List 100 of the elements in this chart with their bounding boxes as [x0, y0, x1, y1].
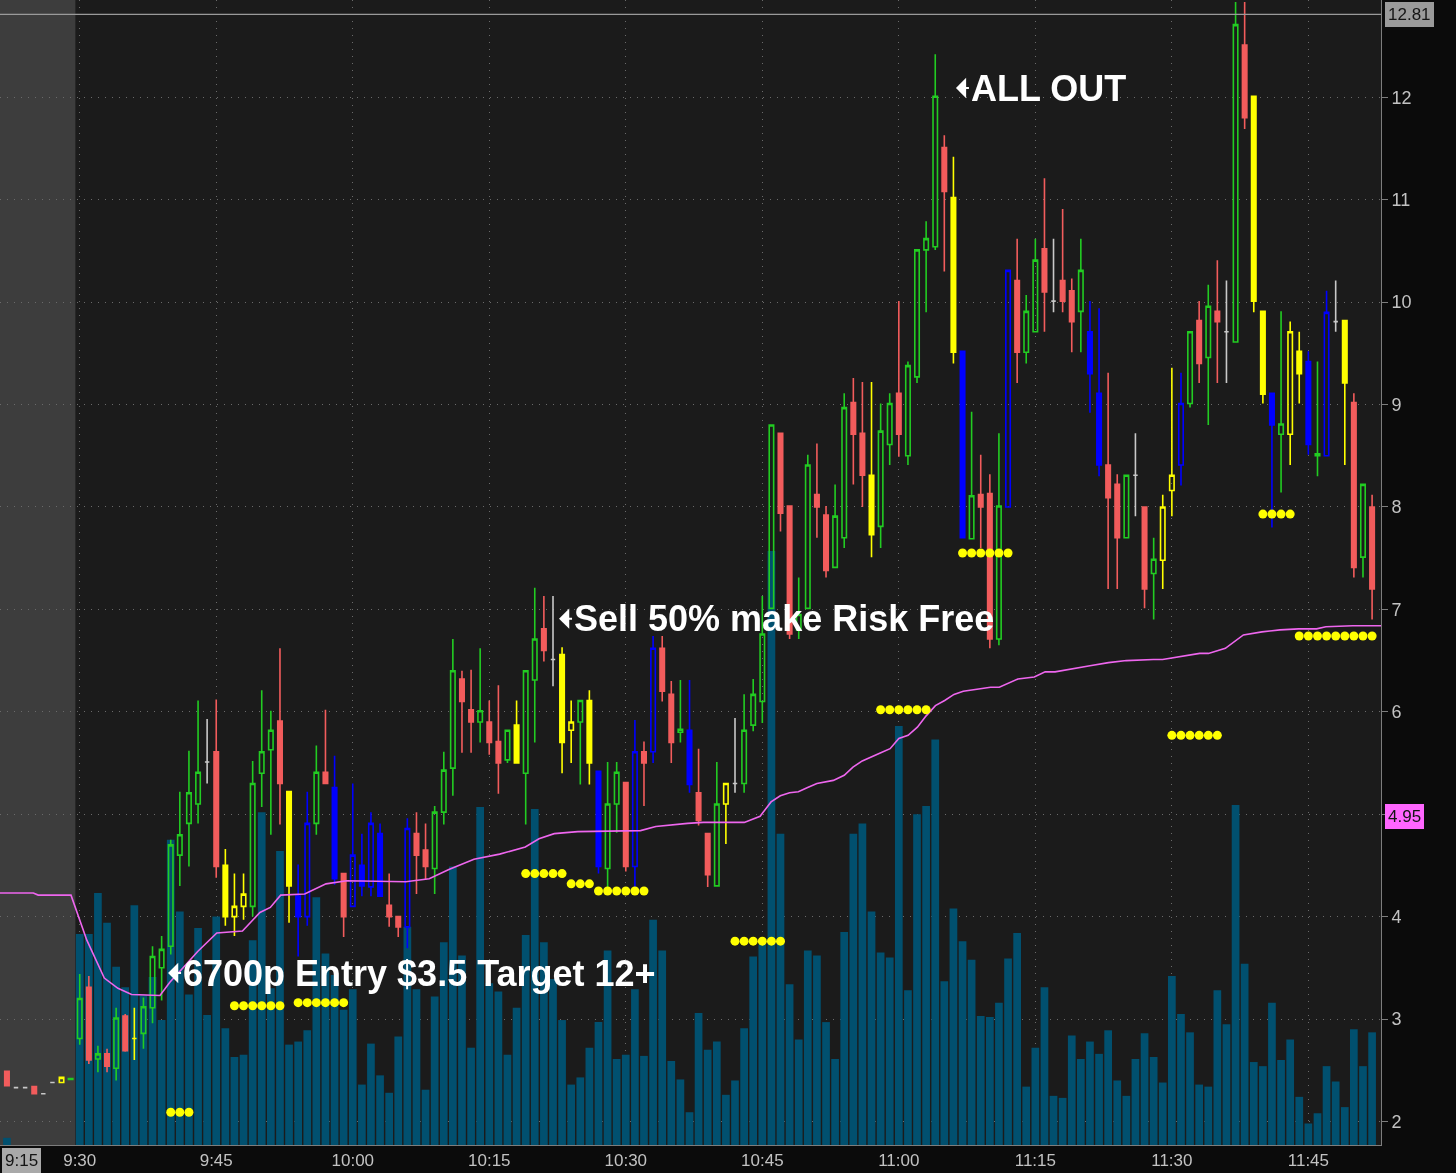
candlestick	[959, 350, 966, 539]
candlestick	[1259, 310, 1266, 405]
candlestick	[58, 1076, 65, 1084]
candlestick	[1187, 331, 1194, 409]
candlestick	[267, 709, 274, 836]
y-tick-label: 8	[1391, 497, 1402, 518]
bar	[157, 1020, 166, 1145]
candlestick	[104, 1047, 111, 1074]
y-tick-label: 12	[1391, 87, 1412, 108]
candlestick	[1341, 319, 1348, 466]
bar	[694, 1012, 703, 1145]
candlestick	[1114, 473, 1121, 590]
bar	[967, 959, 976, 1145]
candlestick	[777, 432, 784, 533]
bar	[1231, 804, 1240, 1145]
bar	[512, 1007, 521, 1145]
annotation: ALL OUT	[971, 68, 1127, 109]
candlestick	[913, 249, 921, 384]
bar	[876, 952, 885, 1145]
candlestick	[1232, 1, 1239, 343]
candlestick	[549, 595, 557, 687]
candlestick	[1177, 371, 1184, 487]
candlestick	[813, 442, 820, 539]
candlestick	[468, 668, 475, 754]
candlestick	[122, 1013, 129, 1053]
bar	[1049, 1095, 1058, 1145]
candlestick	[340, 872, 347, 938]
candlestick	[3, 1070, 10, 1087]
candlestick	[1150, 536, 1157, 621]
candlestick	[640, 740, 647, 807]
candlestick	[695, 747, 702, 827]
bar	[412, 989, 421, 1145]
x-tick-label: 11:15	[1014, 1151, 1056, 1171]
candlestick	[286, 790, 293, 924]
candlestick	[1359, 483, 1366, 579]
bar	[421, 1089, 430, 1145]
candlestick	[449, 638, 456, 797]
candlestick	[1314, 360, 1321, 478]
x-tick-label: 11:30	[1151, 1151, 1193, 1171]
candlestick	[1105, 371, 1112, 590]
x-tick-label: 10:45	[741, 1151, 784, 1171]
candlestick	[386, 872, 393, 928]
y-tick-label: 10	[1391, 292, 1412, 313]
candlestick	[304, 790, 311, 927]
bar	[1322, 1066, 1331, 1145]
bar	[239, 1054, 248, 1145]
bar	[1140, 1033, 1149, 1145]
candlestick	[977, 453, 984, 549]
candlestick	[213, 698, 220, 879]
candlestick	[586, 689, 593, 786]
x-tick-label: 10:15	[468, 1151, 511, 1171]
candlestick	[1141, 506, 1148, 610]
candlestick	[750, 678, 757, 733]
candlestick	[240, 872, 247, 921]
candlestick	[1305, 350, 1312, 456]
bar	[858, 823, 867, 1145]
x-tick-label: 10:30	[604, 1151, 648, 1171]
candlestick	[1032, 237, 1039, 333]
candlestick	[295, 863, 302, 958]
candlestick	[176, 790, 183, 887]
candlestick	[331, 755, 338, 886]
candlestick	[349, 782, 356, 908]
bar	[3, 1137, 11, 1145]
bar	[785, 984, 794, 1145]
bar	[949, 908, 958, 1145]
candlestick	[195, 699, 202, 825]
candlestick	[1287, 320, 1294, 466]
candlestick	[886, 392, 893, 466]
candlestick	[832, 483, 839, 569]
candlestick	[540, 595, 547, 663]
candlestick	[677, 679, 684, 744]
candlestick	[841, 392, 848, 549]
bar	[1304, 1123, 1313, 1145]
candlestick	[431, 805, 438, 895]
text: 4.95	[1388, 807, 1422, 826]
candlestick	[1278, 310, 1285, 494]
candlestick	[504, 729, 511, 764]
candlestick	[722, 782, 729, 845]
candlestick	[659, 635, 666, 703]
bar	[776, 833, 785, 1145]
bar	[503, 1054, 512, 1145]
x-tick-label: 9:30	[63, 1151, 97, 1171]
candlestick	[704, 832, 711, 888]
bar	[230, 1056, 239, 1145]
candlestick	[1123, 474, 1130, 539]
candlestick	[458, 670, 465, 754]
text: 9:15	[5, 1151, 39, 1170]
candlestick	[1205, 283, 1212, 426]
bar	[585, 1047, 594, 1145]
bar	[867, 911, 876, 1145]
candlestick	[1168, 366, 1175, 517]
candlestick	[823, 505, 830, 579]
candlestick	[1332, 279, 1339, 333]
bar	[594, 1022, 603, 1145]
candlestick	[595, 770, 602, 875]
candlestick	[1014, 237, 1021, 384]
candlestick	[650, 635, 657, 764]
candlestick	[258, 689, 265, 808]
ref-line-label: 12.81	[1388, 5, 1431, 24]
candlestick	[367, 811, 374, 897]
